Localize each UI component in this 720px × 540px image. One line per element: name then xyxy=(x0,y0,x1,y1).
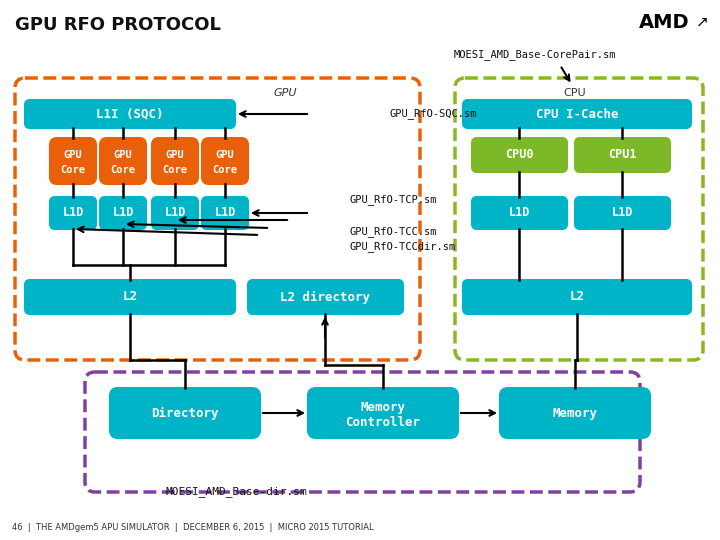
Text: GPU_RfO-SQC.sm: GPU_RfO-SQC.sm xyxy=(390,109,477,119)
Text: Controller: Controller xyxy=(346,415,420,429)
Text: Memory: Memory xyxy=(552,407,598,420)
Text: GPU_RfO-TCC.sm: GPU_RfO-TCC.sm xyxy=(350,227,438,238)
Text: GPU: GPU xyxy=(63,150,82,160)
Text: MOESI_AMD_Base-dir.sm: MOESI_AMD_Base-dir.sm xyxy=(165,487,307,497)
Text: L1I (SQC): L1I (SQC) xyxy=(96,107,163,120)
Text: L1D: L1D xyxy=(215,206,235,219)
FancyBboxPatch shape xyxy=(308,388,458,438)
Text: L2: L2 xyxy=(122,291,138,303)
Text: Memory: Memory xyxy=(361,401,405,414)
Text: L1D: L1D xyxy=(508,206,530,219)
FancyBboxPatch shape xyxy=(463,100,691,128)
Text: L1D: L1D xyxy=(112,206,134,219)
Text: Core: Core xyxy=(110,165,135,175)
Text: MOESI_AMD_Base-CorePair.sm: MOESI_AMD_Base-CorePair.sm xyxy=(454,50,616,60)
Text: GPU: GPU xyxy=(274,88,297,98)
FancyBboxPatch shape xyxy=(152,138,198,184)
Text: Directory: Directory xyxy=(151,407,219,420)
FancyBboxPatch shape xyxy=(100,197,146,229)
Text: GPU: GPU xyxy=(114,150,132,160)
Text: GPU_RfO-TCCdir.sm: GPU_RfO-TCCdir.sm xyxy=(350,241,456,253)
FancyBboxPatch shape xyxy=(110,388,260,438)
FancyBboxPatch shape xyxy=(25,280,235,314)
FancyBboxPatch shape xyxy=(25,100,235,128)
Text: L1D: L1D xyxy=(611,206,633,219)
Text: Core: Core xyxy=(212,165,238,175)
FancyBboxPatch shape xyxy=(472,138,567,172)
Text: GPU: GPU xyxy=(166,150,184,160)
Text: 46  |  THE AMDgem5 APU SIMULATOR  |  DECEMBER 6, 2015  |  MICRO 2015 TUTORIAL: 46 | THE AMDgem5 APU SIMULATOR | DECEMBE… xyxy=(12,523,374,531)
Text: L1D: L1D xyxy=(63,206,84,219)
FancyBboxPatch shape xyxy=(248,280,403,314)
FancyBboxPatch shape xyxy=(575,197,670,229)
Text: L1D: L1D xyxy=(164,206,186,219)
Text: ↗: ↗ xyxy=(696,15,708,30)
FancyBboxPatch shape xyxy=(575,138,670,172)
FancyBboxPatch shape xyxy=(472,197,567,229)
FancyBboxPatch shape xyxy=(152,197,198,229)
Text: AMD: AMD xyxy=(639,12,690,31)
FancyBboxPatch shape xyxy=(500,388,650,438)
Text: CPU I-Cache: CPU I-Cache xyxy=(536,107,618,120)
FancyBboxPatch shape xyxy=(202,197,248,229)
Text: Core: Core xyxy=(163,165,187,175)
FancyBboxPatch shape xyxy=(50,138,96,184)
FancyBboxPatch shape xyxy=(202,138,248,184)
Text: CPU: CPU xyxy=(564,88,586,98)
Text: Core: Core xyxy=(60,165,86,175)
Text: GPU: GPU xyxy=(215,150,235,160)
Text: L2: L2 xyxy=(570,291,585,303)
FancyBboxPatch shape xyxy=(50,197,96,229)
Text: CPU0: CPU0 xyxy=(505,148,534,161)
Text: GPU_RfO-TCP.sm: GPU_RfO-TCP.sm xyxy=(350,194,438,205)
Text: GPU RFO PROTOCOL: GPU RFO PROTOCOL xyxy=(15,16,221,34)
Text: CPU1: CPU1 xyxy=(608,148,636,161)
FancyBboxPatch shape xyxy=(463,280,691,314)
Text: L2 directory: L2 directory xyxy=(280,291,370,303)
FancyBboxPatch shape xyxy=(100,138,146,184)
